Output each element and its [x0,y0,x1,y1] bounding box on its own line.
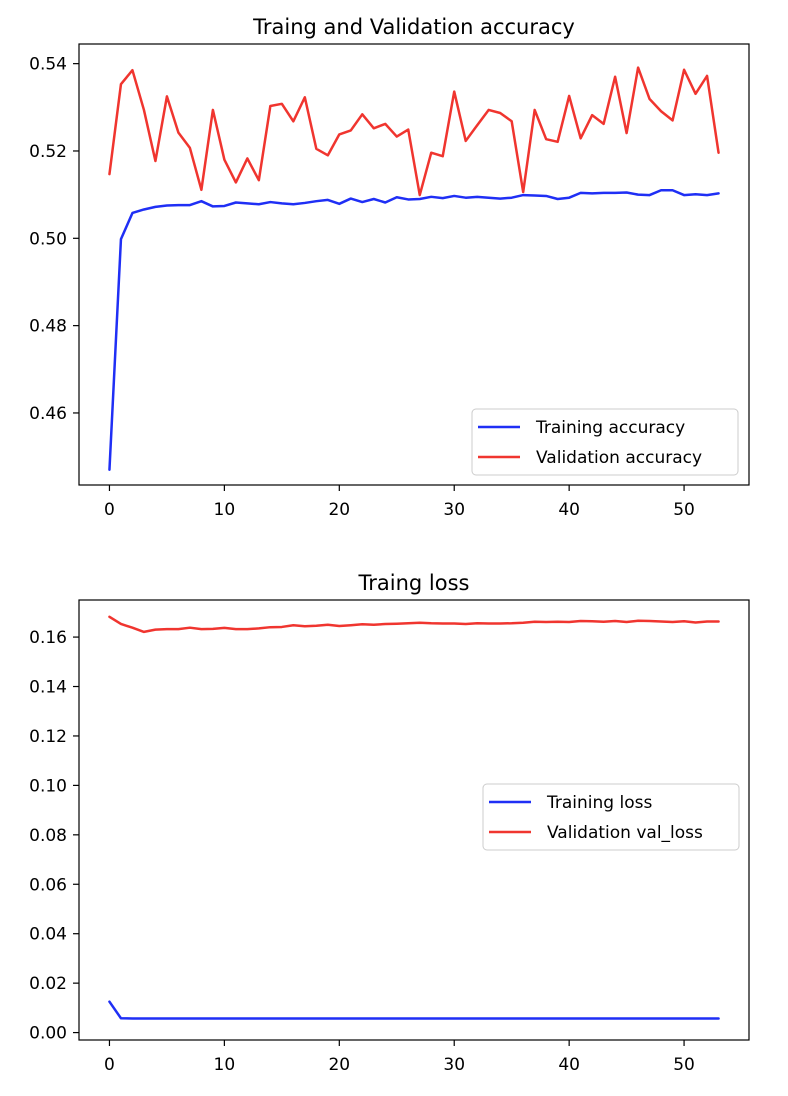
legend-label-0: Training loss [546,793,652,813]
y-tick-label: 0.10 [29,776,67,796]
y-tick-label: 0.02 [29,974,67,994]
y-tick-label: 0.06 [29,875,67,895]
accuracy-chart: Traing and Validation accuracy 0 10 20 30 40 5… [29,15,750,520]
x-tick-label: 20 [328,500,350,520]
legend-box [471,408,739,476]
y-tick-label: 0.04 [29,925,67,945]
y-tick-label: 0.48 [29,317,67,337]
chart-title: Traing and Validation accuracy [252,15,575,39]
x-tick-label: 0 [104,500,115,520]
series-group [108,615,720,1020]
y-tick-label: 0.16 [29,628,67,648]
y-tick-label: 0.54 [29,55,67,75]
series-group [108,66,720,471]
y-tick-label: 0.52 [29,142,67,162]
plot-frame [78,43,750,486]
x-tick-label: 30 [443,1055,465,1075]
series-line-1 [108,66,720,197]
legend-label-0: Training accuracy [535,418,685,438]
x-tick-label: 40 [558,1055,580,1075]
legend-box [482,783,740,851]
legend: Training loss Validation val_loss [482,783,740,851]
x-tick-label: 30 [443,500,465,520]
legend-label-1: Validation accuracy [536,448,702,468]
x-tick-label: 50 [673,1055,695,1075]
x-tick-label: 10 [214,1055,236,1075]
chart-title: Traing loss [358,571,470,595]
x-tick-label: 40 [558,500,580,520]
series-line-0 [108,1000,720,1020]
y-tick-label: 0.12 [29,727,67,747]
y-tick-label: 0.00 [29,1024,67,1044]
y-tick-label: 0.14 [29,678,67,698]
y-tick-label: 0.50 [29,229,67,249]
x-tick-label: 10 [214,500,236,520]
y-tick-label: 0.08 [29,826,67,846]
legend-label-1: Validation val_loss [547,823,703,843]
series-line-0 [108,189,720,471]
series-line-1 [108,615,720,634]
x-tick-label: 0 [104,1055,115,1075]
loss-chart: Traing loss 0 10 20 30 40 50 0.00 0.02 0.04 0.06 0.… [29,571,750,1075]
x-tick-label: 50 [673,500,695,520]
legend: Training accuracy Validation accuracy [471,408,739,476]
y-tick-label: 0.46 [29,404,67,424]
x-tick-label: 20 [328,1055,350,1075]
plot-frame [78,599,750,1041]
